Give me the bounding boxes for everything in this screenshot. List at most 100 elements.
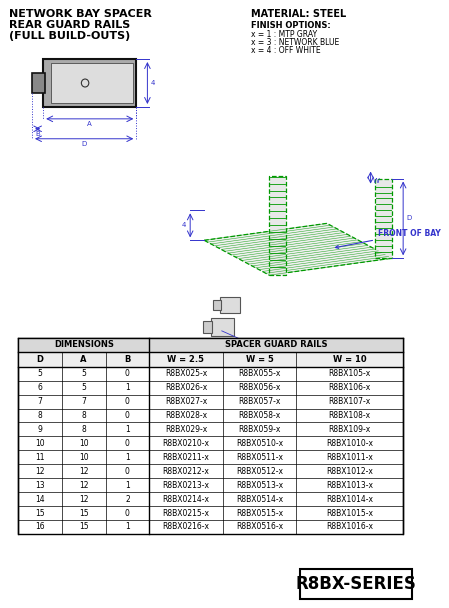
Text: D: D xyxy=(406,215,411,221)
Bar xyxy=(213,300,221,310)
Text: 11: 11 xyxy=(35,453,45,462)
Text: R8BX106-x: R8BX106-x xyxy=(329,383,371,392)
Text: R8BX1014-x: R8BX1014-x xyxy=(326,494,373,503)
Bar xyxy=(18,352,403,367)
Text: R8BX0511-x: R8BX0511-x xyxy=(236,453,283,462)
Text: R8BX055-x: R8BX055-x xyxy=(238,369,281,378)
Text: R8BX108-x: R8BX108-x xyxy=(329,411,371,420)
Text: 8: 8 xyxy=(38,411,42,420)
Text: R8BX057-x: R8BX057-x xyxy=(238,397,281,406)
Text: 0: 0 xyxy=(125,397,130,406)
Text: R8BX1013-x: R8BX1013-x xyxy=(326,481,373,489)
Text: MATERIAL: STEEL: MATERIAL: STEEL xyxy=(251,9,346,19)
Text: REAR GUARD RAILS: REAR GUARD RAILS xyxy=(9,20,130,30)
Text: B: B xyxy=(124,354,131,364)
Polygon shape xyxy=(269,176,286,275)
Text: 12: 12 xyxy=(79,494,88,503)
Bar xyxy=(51,63,132,103)
Text: R8BX0215-x: R8BX0215-x xyxy=(163,508,210,517)
Bar xyxy=(43,59,136,107)
Polygon shape xyxy=(204,223,392,275)
Text: W: W xyxy=(373,178,379,184)
Bar xyxy=(220,297,240,313)
Text: R8BX0510-x: R8BX0510-x xyxy=(236,439,283,448)
Text: R8BX026-x: R8BX026-x xyxy=(165,383,207,392)
Text: R8BX0514-x: R8BX0514-x xyxy=(236,494,283,503)
Text: R8BX1016-x: R8BX1016-x xyxy=(326,522,373,531)
Text: R8BX0515-x: R8BX0515-x xyxy=(236,508,283,517)
Text: 10: 10 xyxy=(79,439,88,448)
Text: R8BX109-x: R8BX109-x xyxy=(329,425,371,434)
Text: 12: 12 xyxy=(79,481,88,489)
Bar xyxy=(18,338,149,352)
Text: R8BX1012-x: R8BX1012-x xyxy=(326,467,373,475)
Text: 10: 10 xyxy=(79,453,88,462)
Text: R8BX-SERIES: R8BX-SERIES xyxy=(295,575,416,593)
Text: 5: 5 xyxy=(38,369,42,378)
Bar xyxy=(149,338,403,352)
Text: R8BX1010-x: R8BX1010-x xyxy=(326,439,373,448)
Bar xyxy=(300,569,412,599)
Text: NETWORK BAY SPACER: NETWORK BAY SPACER xyxy=(9,9,152,19)
Text: R8BX1011-x: R8BX1011-x xyxy=(326,453,373,462)
Text: 0: 0 xyxy=(125,411,130,420)
Bar xyxy=(211,318,234,336)
Text: R8BX105-x: R8BX105-x xyxy=(329,369,371,378)
Text: x = 3 : NETWORK BLUE: x = 3 : NETWORK BLUE xyxy=(251,38,339,47)
Text: 5: 5 xyxy=(81,383,86,392)
Text: R8BX0212-x: R8BX0212-x xyxy=(163,467,209,475)
Text: 7: 7 xyxy=(81,397,86,406)
Text: 4: 4 xyxy=(182,223,186,229)
Text: W = 2.5: W = 2.5 xyxy=(167,354,204,364)
Text: x = 4 : OFF WHITE: x = 4 : OFF WHITE xyxy=(251,46,320,55)
Text: R8BX027-x: R8BX027-x xyxy=(165,397,207,406)
Text: R8BX025-x: R8BX025-x xyxy=(165,369,207,378)
Polygon shape xyxy=(375,179,392,258)
Text: B: B xyxy=(35,131,40,137)
Text: 5: 5 xyxy=(81,369,86,378)
Text: R8BX059-x: R8BX059-x xyxy=(238,425,281,434)
Text: R8BX1015-x: R8BX1015-x xyxy=(326,508,373,517)
Text: R8BX0216-x: R8BX0216-x xyxy=(163,522,210,531)
Text: R8BX0516-x: R8BX0516-x xyxy=(236,522,283,531)
Bar xyxy=(32,73,45,93)
Text: FINISH OPTIONS:: FINISH OPTIONS: xyxy=(251,21,330,30)
Text: A: A xyxy=(80,354,87,364)
Text: A: A xyxy=(88,121,92,127)
Text: 2: 2 xyxy=(125,494,130,503)
Text: R8BX028-x: R8BX028-x xyxy=(165,411,207,420)
Text: R8BX107-x: R8BX107-x xyxy=(329,397,371,406)
Text: R8BX0213-x: R8BX0213-x xyxy=(163,481,210,489)
Bar xyxy=(18,338,403,534)
Text: W = 10: W = 10 xyxy=(333,354,366,364)
Text: R8BX0512-x: R8BX0512-x xyxy=(236,467,283,475)
Text: x = 1 : MTP GRAY: x = 1 : MTP GRAY xyxy=(251,30,317,40)
Text: 1: 1 xyxy=(125,522,130,531)
Text: 4: 4 xyxy=(150,80,154,86)
Text: 0: 0 xyxy=(125,508,130,517)
Text: 1: 1 xyxy=(125,425,130,434)
Text: D: D xyxy=(82,140,87,147)
Text: D: D xyxy=(36,354,44,364)
Text: 0: 0 xyxy=(125,467,130,475)
Text: R8BX056-x: R8BX056-x xyxy=(238,383,281,392)
Text: R8BX0210-x: R8BX0210-x xyxy=(163,439,210,448)
Text: R8BX058-x: R8BX058-x xyxy=(238,411,281,420)
Text: R8BX029-x: R8BX029-x xyxy=(165,425,207,434)
Text: 8: 8 xyxy=(81,411,86,420)
Text: 0: 0 xyxy=(125,439,130,448)
Text: R8BX0214-x: R8BX0214-x xyxy=(163,494,210,503)
Text: 1: 1 xyxy=(125,481,130,489)
Text: 7: 7 xyxy=(38,397,42,406)
Text: R8BX0513-x: R8BX0513-x xyxy=(236,481,283,489)
Bar xyxy=(203,321,211,333)
Text: 15: 15 xyxy=(35,508,45,517)
Text: 9: 9 xyxy=(38,425,42,434)
Text: FRONT OF BAY: FRONT OF BAY xyxy=(335,229,441,249)
Text: 14: 14 xyxy=(35,494,45,503)
Text: 8: 8 xyxy=(81,425,86,434)
Text: R8BX0211-x: R8BX0211-x xyxy=(163,453,209,462)
Text: 15: 15 xyxy=(79,508,88,517)
Text: 16: 16 xyxy=(35,522,45,531)
Text: DIMENSIONS: DIMENSIONS xyxy=(54,340,114,350)
